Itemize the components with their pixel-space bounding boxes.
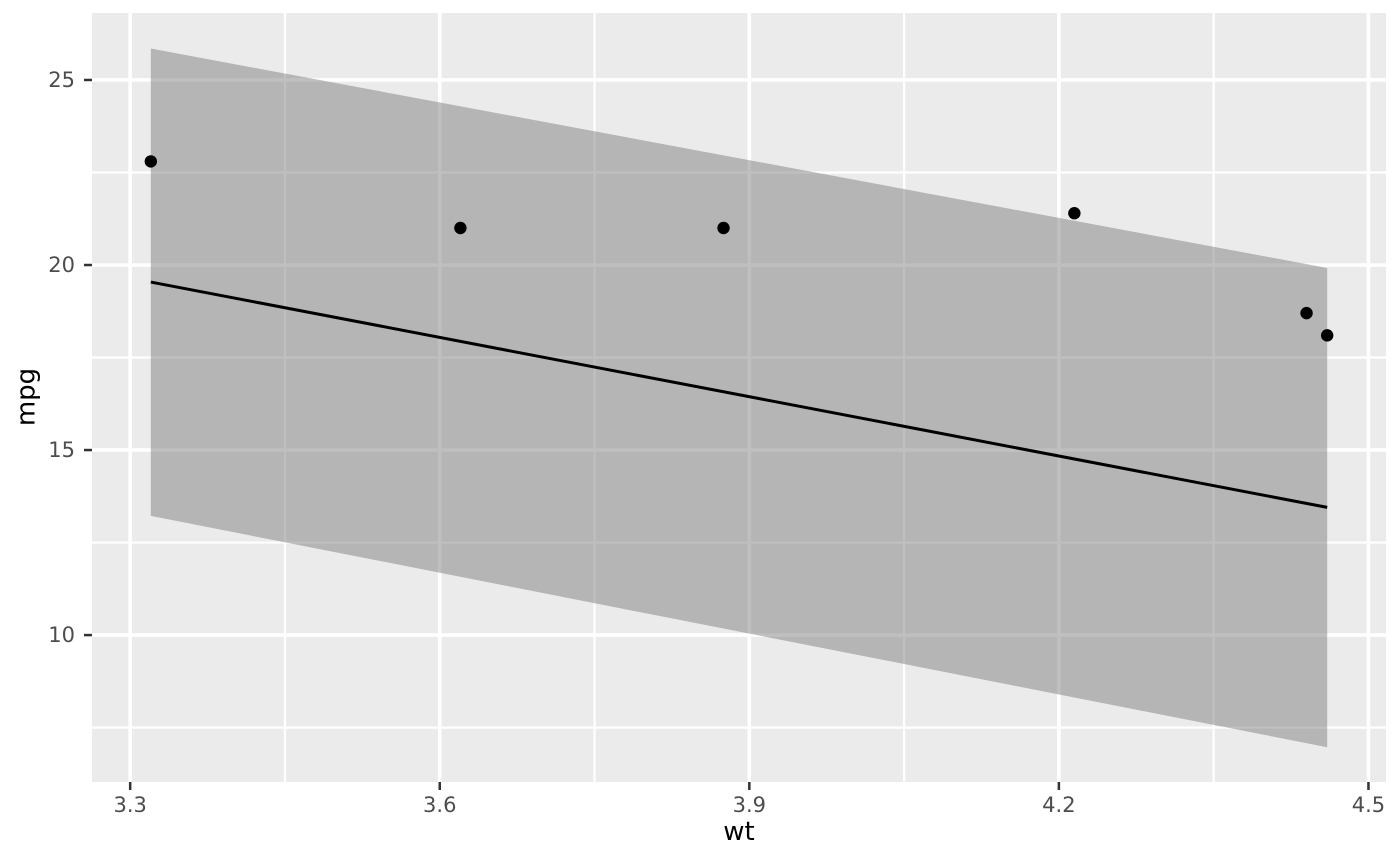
y-tick-label: 25 [48,68,75,92]
x-tick-label: 3.3 [113,793,146,817]
x-tick-label: 4.5 [1352,793,1385,817]
data-point [1068,207,1081,220]
axis-ticks [84,78,1370,790]
data-point [144,155,158,168]
x-tick-label: 3.6 [423,793,456,817]
y-tick-label: 15 [48,438,75,462]
x-axis-title: wt [723,817,755,847]
confidence-ribbon [150,48,1328,748]
data-point [1300,306,1313,320]
regression-line [150,280,1328,509]
y-tick-label: 10 [48,623,75,647]
data-point [1320,329,1334,342]
axis-tick-labels: 3.3 3.6 3.9 4.2 4.5 10 15 20 25 [48,68,1385,817]
data-points [144,155,1334,342]
y-axis-title: mpg [11,367,42,427]
x-tick-label: 4.2 [1042,793,1075,817]
data-point [454,221,467,235]
data-point [717,221,730,235]
y-tick-label: 20 [48,253,75,277]
x-tick-label: 3.9 [733,793,766,817]
